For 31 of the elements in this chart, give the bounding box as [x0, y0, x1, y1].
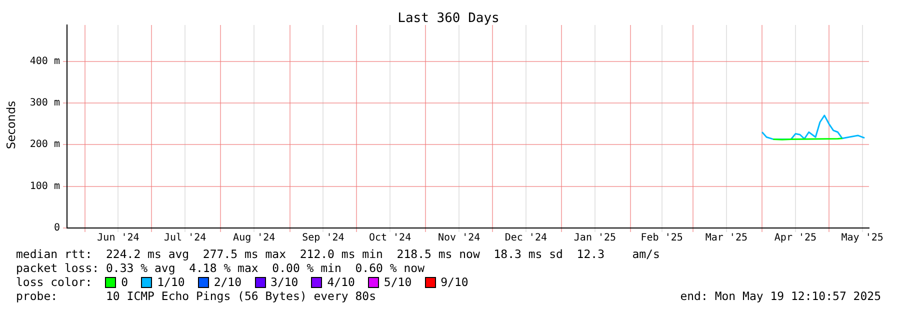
x-tick-label: May '25	[841, 232, 884, 244]
x-tick-label: Sep '24	[302, 232, 344, 244]
x-tick-label: Dec '24	[504, 232, 547, 244]
y-tick-label: 200 m	[30, 139, 60, 150]
y-tick-label: 300 m	[30, 98, 60, 109]
chart-title: Last 360 Days	[396, 11, 500, 26]
y-axis-title: Seconds	[4, 100, 18, 150]
legend-label: 5/10	[384, 275, 412, 289]
x-tick-label: Apr '25	[774, 232, 817, 244]
legend-title: loss color:	[16, 275, 92, 289]
legend-label: 1/10	[157, 275, 185, 289]
x-tick-label: Nov '24	[438, 232, 480, 244]
x-tick-label: Jul '24	[164, 232, 206, 244]
y-tick-label: 0	[54, 222, 60, 234]
x-tick-label: Mar '25	[705, 232, 748, 244]
x-tick-label: Oct '24	[368, 232, 412, 244]
x-tick-label: Feb '25	[640, 232, 683, 244]
legend-label: 0	[121, 275, 128, 289]
text: packet loss: 0.33 % avg 4.18 % max 0.00 % min 0.60 % now	[16, 261, 424, 275]
legend-label: 9/10	[440, 275, 468, 289]
y-tick-label: 400 m	[30, 56, 60, 67]
legend-label: 2/10	[214, 275, 242, 289]
x-tick-label: Aug '24	[233, 232, 276, 244]
legend-label: 4/10	[327, 275, 355, 289]
text: median rtt: 224.2 ms avg 277.5 ms max 212.0 ms min 218.5 ms now 18.3 ms sd 12.3 am/s	[16, 247, 660, 261]
text: end: Mon May 19 12:10:57 2025	[680, 289, 881, 303]
legend-label: 3/10	[270, 275, 298, 289]
y-tick-label: 100 m	[30, 180, 60, 192]
text: probe: 10 ICMP Echo Pings (56 Bytes) every 80s	[16, 289, 376, 303]
x-tick-label: Jun '24	[97, 232, 140, 244]
x-tick-label: Jan '25	[574, 232, 616, 244]
